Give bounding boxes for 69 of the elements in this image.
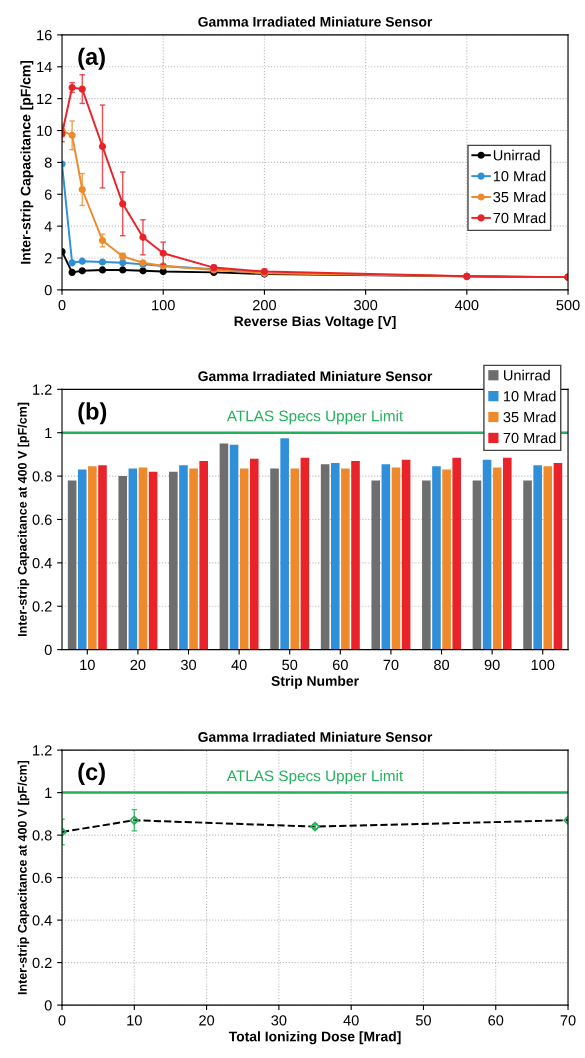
y-tick-label: 0.2	[32, 957, 52, 969]
legend-label: Unirrad	[504, 369, 550, 381]
x-tick-label: 400	[455, 300, 479, 311]
legend-label: 10 Mrad	[503, 390, 556, 402]
x-axis-title: Reverse Bias Voltage [V]	[234, 315, 396, 329]
x-tick-label: 0	[58, 300, 66, 311]
annotation: (c)	[78, 762, 105, 785]
y-tick-label: 6	[44, 189, 52, 200]
ref-line-label: ATLAS Specs Upper Limit	[226, 410, 404, 425]
x-tick-label: 100	[152, 300, 175, 311]
legend-label: 35 Mrad	[503, 411, 556, 423]
y-tick-label: 4	[44, 221, 52, 232]
y-tick-label: 0	[44, 284, 52, 296]
chart-title: Gamma Irradiated Miniature Sensor	[198, 370, 433, 382]
y-tick-label: 0.8	[32, 830, 52, 841]
x-tick-label: 20	[130, 659, 146, 671]
x-tick-label: 40	[343, 1015, 359, 1026]
y-tick-label: 0.4	[32, 557, 52, 569]
y-tick-label: 12	[37, 93, 52, 104]
annotation: (b)	[78, 402, 107, 425]
x-tick-label: 0	[58, 1015, 66, 1026]
y-tick-label: 2	[44, 253, 52, 264]
y-tick-label: 0	[44, 1000, 52, 1011]
x-tick-label: 50	[282, 659, 298, 671]
y-axis-title: Inter-strip Capacitance at 400 V [pF/cm]	[17, 402, 30, 637]
y-tick-label: 16	[37, 30, 52, 41]
x-tick-label: 80	[434, 659, 450, 671]
x-tick-label: 10	[127, 1015, 142, 1026]
x-tick-label: 70	[560, 1015, 576, 1026]
y-tick-label: 1.2	[33, 745, 52, 756]
x-tick-label: 60	[332, 659, 348, 671]
y-tick-label: 0.2	[32, 601, 52, 612]
legend-label: 70 Mrad	[493, 212, 546, 224]
x-tick-label: 50	[415, 1015, 431, 1026]
y-tick-label: 1	[45, 787, 52, 798]
y-tick-label: 8	[44, 157, 52, 168]
y-tick-label: 10	[37, 125, 52, 136]
y-axis-title: Inter-strip Capacitance [pF/cm]	[20, 60, 34, 264]
x-tick-label: 60	[488, 1015, 504, 1026]
y-tick-label: 1	[45, 427, 52, 439]
y-tick-label: 0.6	[32, 872, 52, 884]
chart-title: Gamma Irradiated Miniature Sensor	[198, 16, 433, 27]
y-tick-label: 0.4	[32, 915, 52, 926]
x-tick-label: 90	[484, 659, 500, 671]
x-tick-label: 70	[383, 659, 399, 671]
y-tick-label: 0.6	[32, 514, 52, 525]
legend-label: 10 Mrad	[493, 170, 546, 182]
annotation: (a)	[78, 47, 105, 70]
x-tick-label: 40	[231, 659, 247, 671]
y-tick-label: 14	[37, 62, 52, 73]
x-axis-title: Strip Number	[271, 675, 359, 689]
x-tick-label: 10	[80, 659, 95, 671]
x-tick-label: 200	[252, 300, 277, 311]
x-axis-title: Total Ionizing Dose [Mrad]	[228, 1031, 401, 1045]
x-tick-label: 20	[199, 1015, 215, 1026]
y-axis-title: Inter-strip Capacitance at 400 V [pF/cm]	[17, 760, 30, 995]
x-tick-label: 300	[354, 300, 378, 311]
ref-line-label: ATLAS Specs Upper Limit	[226, 770, 404, 785]
y-tick-label: 0	[44, 644, 52, 656]
chart-title: Gamma Irradiated Miniature Sensor	[198, 731, 433, 742]
legend-label: 70 Mrad	[503, 432, 556, 444]
legend-label: 35 Mrad	[493, 191, 546, 203]
x-tick-label: 100	[531, 659, 555, 671]
x-tick-label: 30	[271, 1015, 287, 1026]
y-tick-label: 1.2	[33, 384, 52, 395]
x-tick-label: 30	[180, 659, 197, 671]
y-tick-label: 0.8	[32, 471, 52, 482]
legend-label: Unirrad	[493, 149, 540, 161]
x-tick-label: 500	[556, 300, 580, 311]
